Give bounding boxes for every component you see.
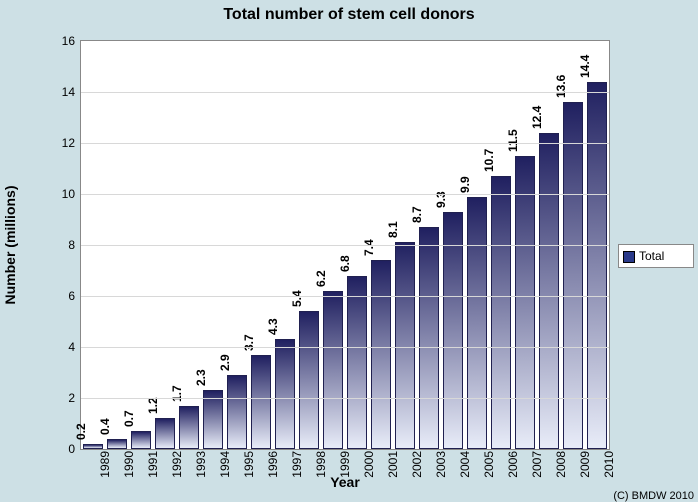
legend-label: Total <box>639 249 664 263</box>
y-tick-label: 8 <box>68 238 81 252</box>
y-tick-label: 6 <box>68 289 81 303</box>
y-tick-label: 14 <box>62 85 81 99</box>
grid-line <box>81 296 609 297</box>
legend: Total <box>618 244 694 268</box>
value-label: 6.2 <box>314 270 328 287</box>
value-label: 3.7 <box>242 334 256 351</box>
y-tick-label: 4 <box>68 340 81 354</box>
bar <box>203 390 223 449</box>
bar <box>83 444 103 449</box>
value-label: 14.4 <box>578 54 592 77</box>
bar <box>275 339 295 449</box>
bar <box>395 242 415 449</box>
value-label: 1.7 <box>170 385 184 402</box>
value-label: 0.4 <box>98 418 112 435</box>
bar <box>491 176 511 449</box>
value-label: 11.5 <box>506 129 520 152</box>
bar <box>587 82 607 449</box>
value-label: 13.6 <box>554 75 568 98</box>
bar <box>107 439 127 449</box>
y-tick-label: 12 <box>62 136 81 150</box>
bar <box>227 375 247 449</box>
value-label: 2.3 <box>194 370 208 387</box>
bar <box>371 260 391 449</box>
grid-line <box>81 245 609 246</box>
bar <box>251 355 271 449</box>
grid-line <box>81 398 609 399</box>
value-label: 0.7 <box>122 410 136 427</box>
chart-title: Total number of stem cell donors <box>0 6 698 24</box>
bar <box>323 291 343 449</box>
y-axis-label: Number (millions) <box>2 185 18 304</box>
value-label: 7.4 <box>362 240 376 257</box>
y-tick-label: 2 <box>68 391 81 405</box>
value-label: 8.7 <box>410 206 424 223</box>
value-label: 9.9 <box>458 176 472 193</box>
value-label: 12.4 <box>530 105 544 128</box>
plot-area: 0.20.40.71.21.72.32.93.74.35.46.26.87.48… <box>80 40 610 450</box>
value-label: 10.7 <box>482 149 496 172</box>
grid-line <box>81 92 609 93</box>
grid-line <box>81 194 609 195</box>
bar <box>539 133 559 449</box>
x-axis-label: Year <box>80 474 610 490</box>
copyright-text: (C) BMDW 2010 <box>613 490 694 502</box>
bar <box>155 418 175 449</box>
bar <box>563 102 583 449</box>
y-tick-label: 0 <box>68 442 81 456</box>
y-tick-label: 10 <box>62 187 81 201</box>
grid-line <box>81 347 609 348</box>
value-label: 2.9 <box>218 354 232 371</box>
bar <box>443 212 463 449</box>
value-label: 0.2 <box>74 423 88 440</box>
y-tick-label: 16 <box>62 34 81 48</box>
bar <box>131 431 151 449</box>
value-label: 4.3 <box>266 319 280 336</box>
bar <box>515 156 535 449</box>
bar <box>299 311 319 449</box>
value-label: 8.1 <box>386 222 400 239</box>
value-label: 5.4 <box>290 291 304 308</box>
bar <box>347 276 367 449</box>
chart-container: Total number of stem cell donors Number … <box>0 0 698 502</box>
grid-line <box>81 143 609 144</box>
bar <box>419 227 439 449</box>
bar <box>179 406 199 449</box>
value-label: 6.8 <box>338 255 352 272</box>
bar <box>467 197 487 449</box>
legend-swatch <box>623 251 635 263</box>
value-label: 1.2 <box>146 398 160 415</box>
